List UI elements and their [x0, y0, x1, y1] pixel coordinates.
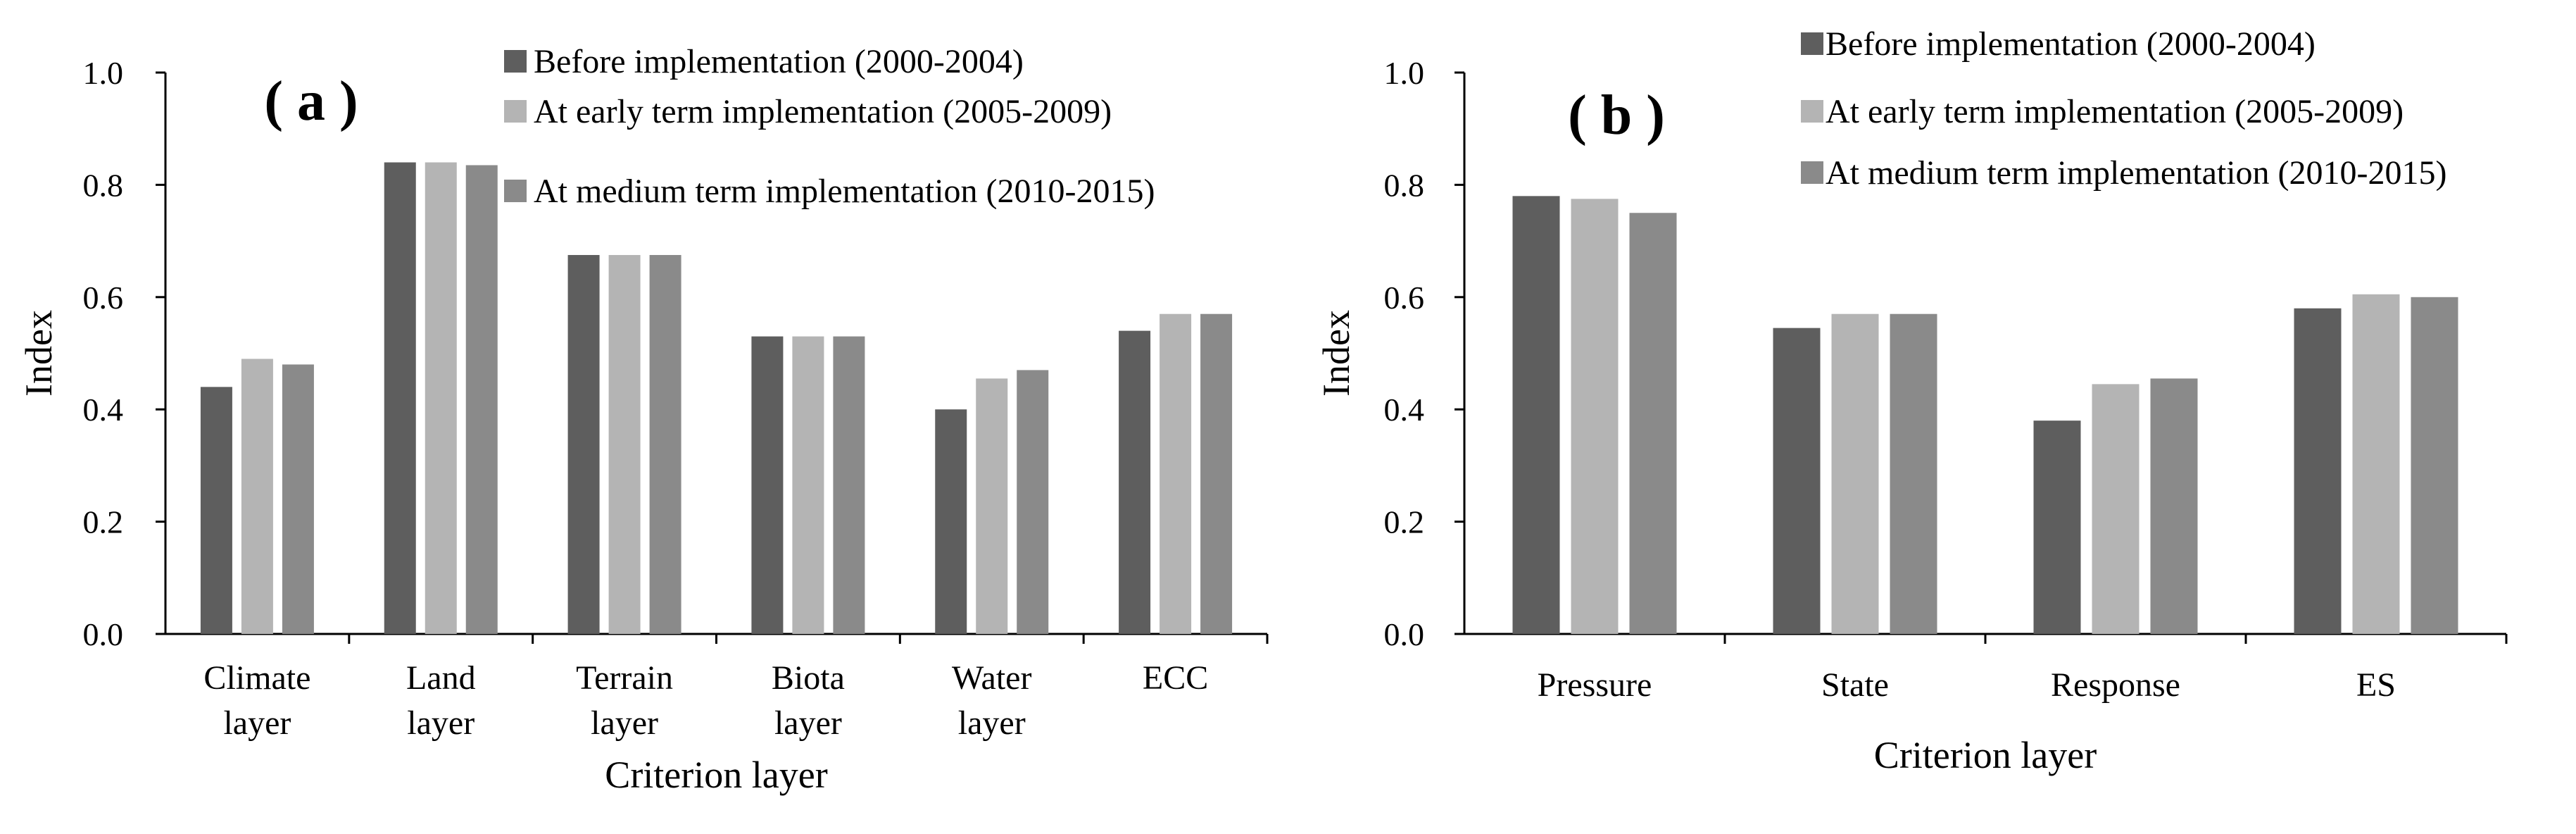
bar	[425, 162, 457, 634]
bar	[1629, 213, 1677, 634]
bar	[2033, 421, 2081, 634]
legend-label: Before implementation (2000-2004)	[534, 43, 1024, 80]
legend-label: Before implementation (2000-2004)	[1826, 25, 2316, 63]
legend-label: At early term implementation (2005-2009)	[1826, 93, 2404, 130]
y-tick-label: 0.2	[83, 504, 124, 540]
y-tick-label: 0.4	[83, 392, 124, 428]
x-tick-label: Pressure	[1538, 666, 1652, 704]
bar	[384, 162, 416, 634]
legend-swatch	[504, 100, 527, 123]
bar	[241, 359, 273, 634]
y-tick-label: 0.8	[1384, 167, 1425, 203]
bar	[649, 255, 681, 634]
legend-label: At medium term implementation (2010-2015…	[534, 173, 1155, 210]
bar	[751, 336, 784, 634]
bar	[1200, 313, 1233, 634]
legend-swatch	[504, 50, 527, 73]
y-tick-label: 0.4	[1384, 392, 1425, 428]
bar	[1890, 313, 1937, 634]
bar	[2150, 378, 2198, 634]
legend-swatch	[1801, 100, 1823, 123]
y-tick-label: 0.2	[1384, 504, 1425, 540]
x-tick-label: layer	[958, 704, 1026, 742]
x-tick-label: State	[1821, 666, 1889, 704]
bar	[935, 409, 967, 634]
x-tick-label: Biota	[772, 659, 845, 697]
bar	[1119, 330, 1151, 634]
y-tick-label: 0.6	[1384, 280, 1425, 316]
bar	[1571, 199, 1619, 634]
bar	[2092, 384, 2140, 634]
y-axis-title: Index	[18, 310, 60, 397]
y-tick-label: 1.0	[83, 55, 124, 91]
bar	[1160, 313, 1192, 634]
y-axis-title: Index	[1315, 310, 1357, 397]
legend-swatch	[504, 180, 527, 202]
bar	[2411, 297, 2458, 634]
x-tick-label: Climate	[203, 659, 310, 697]
y-tick-label: 0.0	[83, 616, 124, 652]
x-tick-label: Land	[406, 659, 476, 697]
x-tick-label: layer	[774, 704, 842, 742]
bar	[833, 336, 865, 634]
bar	[200, 387, 232, 634]
x-tick-label: Response	[2051, 666, 2180, 704]
bar	[608, 255, 641, 634]
bar	[1831, 313, 1879, 634]
x-axis-title: Criterion layer	[605, 754, 827, 796]
bar	[282, 364, 314, 634]
bar	[792, 336, 824, 634]
bar	[2294, 308, 2342, 634]
legend-label: At medium term implementation (2010-2015…	[1826, 154, 2447, 192]
x-tick-label: Terrain	[576, 659, 673, 697]
legend-label: At early term implementation (2005-2009)	[534, 93, 1112, 130]
bar	[1512, 196, 1560, 635]
x-tick-label: ES	[2356, 666, 2396, 704]
y-tick-label: 1.0	[1384, 55, 1425, 91]
bar	[1017, 370, 1049, 634]
bar	[1773, 328, 1821, 634]
y-tick-label: 0.8	[83, 167, 124, 203]
x-tick-label: Water	[952, 659, 1031, 697]
x-axis-title: Criterion layer	[1874, 734, 2097, 776]
x-tick-label: ECC	[1143, 659, 1208, 697]
bar	[465, 165, 498, 634]
bar	[2352, 294, 2400, 634]
legend-swatch	[1801, 32, 1823, 55]
panel-label: ( b )	[1568, 85, 1665, 147]
x-tick-label: layer	[591, 704, 658, 742]
y-tick-label: 0.0	[1384, 616, 1425, 652]
panel-label: ( a )	[264, 70, 358, 132]
bar	[976, 378, 1008, 634]
y-tick-label: 0.6	[83, 280, 124, 316]
bar	[567, 255, 600, 634]
legend-swatch	[1801, 161, 1823, 184]
x-tick-label: layer	[407, 704, 475, 742]
x-tick-label: layer	[223, 704, 291, 742]
